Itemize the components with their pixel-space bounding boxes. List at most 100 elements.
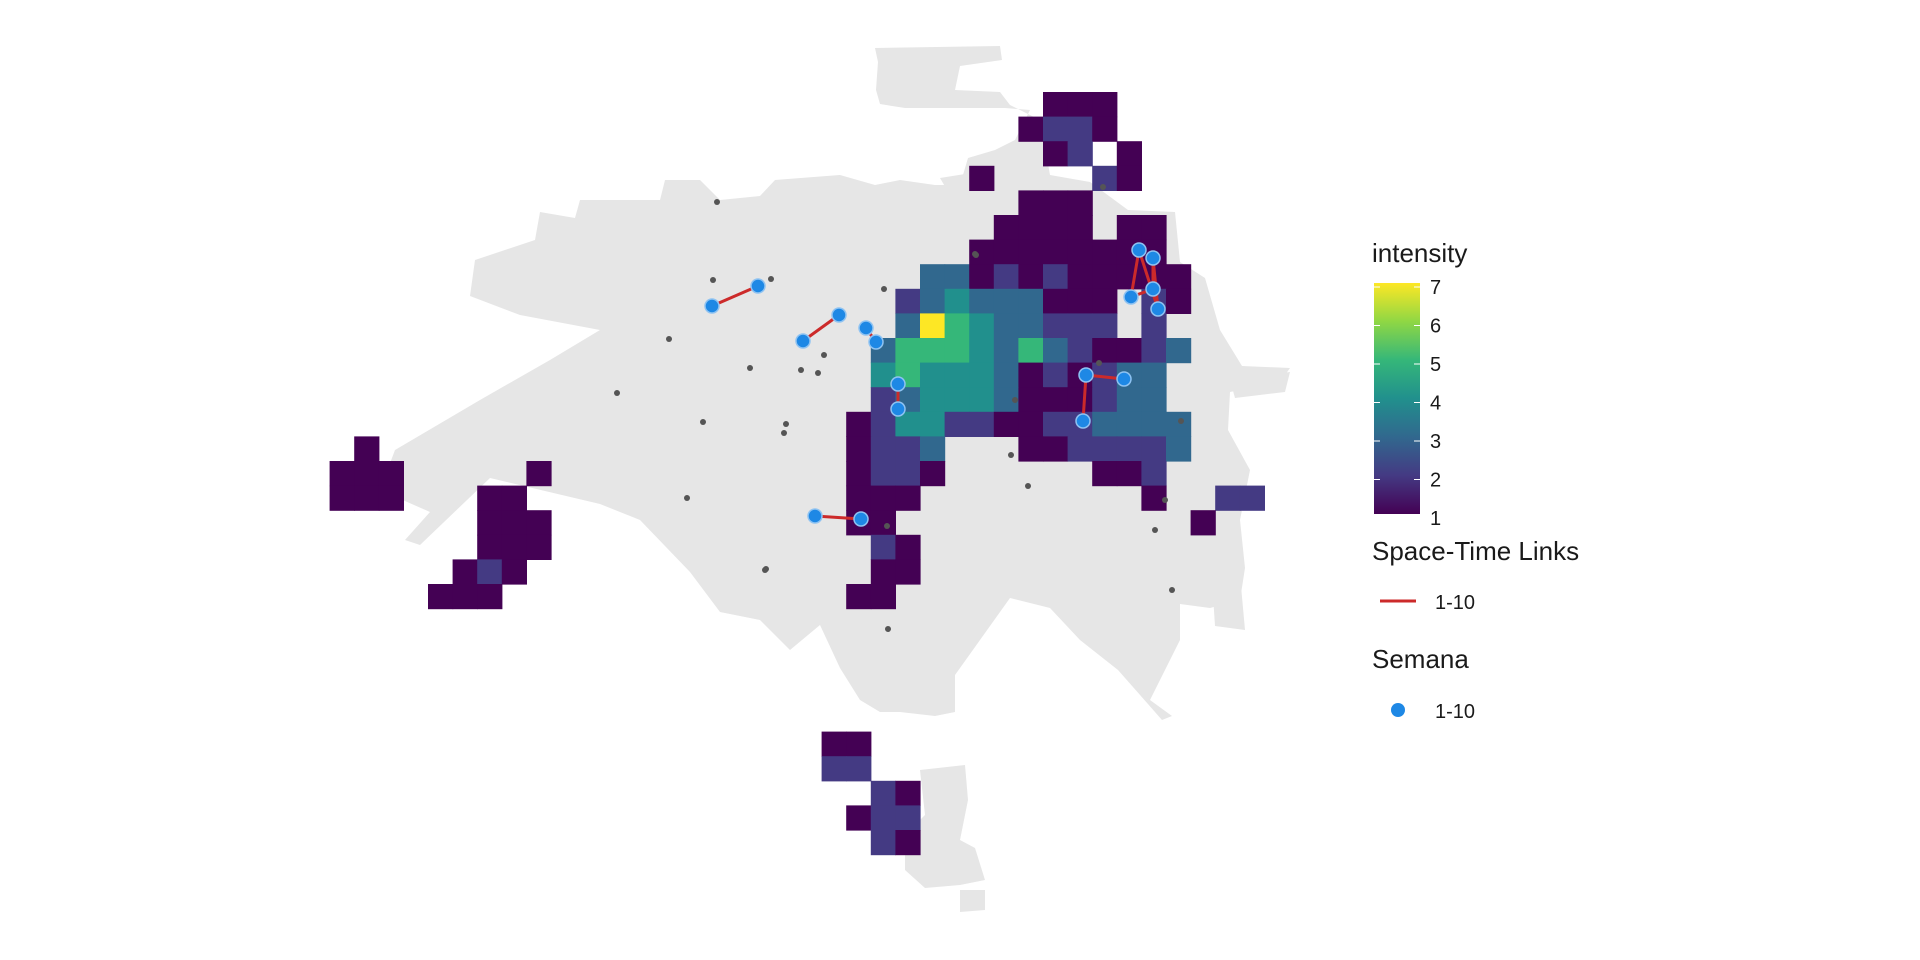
space-time-link — [711, 284, 759, 308]
intensity-cell — [1116, 165, 1142, 191]
event-dot — [710, 277, 716, 283]
intensity-cell — [1141, 411, 1167, 437]
week-point — [1150, 301, 1166, 317]
intensity-cell — [993, 264, 1019, 290]
event-dot — [1100, 184, 1106, 190]
intensity-cell — [895, 830, 921, 856]
intensity-cell — [1092, 387, 1118, 413]
intensity-cell — [1018, 338, 1044, 364]
intensity-cell — [969, 387, 995, 413]
intensity-cell — [1141, 215, 1167, 241]
intensity-cell — [1116, 436, 1142, 462]
intensity-cell — [1166, 338, 1192, 364]
intensity-cell — [501, 534, 527, 560]
week-point — [890, 376, 906, 392]
intensity-cell — [1043, 338, 1069, 364]
intensity-cell — [477, 510, 503, 536]
intensity-cell — [1043, 116, 1069, 142]
event-dot — [714, 199, 720, 205]
intensity-cell — [1018, 215, 1044, 241]
event-dot — [762, 567, 768, 573]
intensity-cell — [428, 584, 454, 610]
intensity-cell — [1043, 190, 1069, 216]
event-dot — [1169, 587, 1175, 593]
weekly-points — [704, 242, 1166, 527]
intensity-cell — [1239, 485, 1265, 511]
intensity-cell — [1067, 264, 1093, 290]
intensity-cell — [1141, 436, 1167, 462]
intensity-cell — [1067, 190, 1093, 216]
intensity-cell — [944, 362, 970, 388]
intensity-cell — [1166, 264, 1192, 290]
intensity-cell — [1043, 141, 1069, 167]
land-area — [1212, 575, 1245, 630]
intensity-cell — [526, 461, 552, 487]
intensity-cell — [846, 756, 872, 782]
intensity-cell — [1141, 313, 1167, 339]
intensity-cell — [870, 510, 896, 536]
intensity-cell — [354, 485, 380, 511]
event-dot — [614, 390, 620, 396]
intensity-cell — [920, 362, 946, 388]
intensity-cell — [501, 485, 527, 511]
points-legend-label: 1-10 — [1435, 701, 1475, 723]
week-point — [853, 511, 869, 527]
intensity-cell — [944, 288, 970, 314]
intensity-cell — [1043, 362, 1069, 388]
event-dot — [1096, 360, 1102, 366]
intensity-cell — [501, 559, 527, 585]
intensity-cell — [821, 731, 847, 757]
intensity-cell — [993, 338, 1019, 364]
week-point — [704, 298, 720, 314]
land-area — [1230, 372, 1290, 398]
intensity-cell — [895, 288, 921, 314]
intensity-cell — [1141, 485, 1167, 511]
colorbar-ticks: 7 6 5 4 3 2 1 — [1374, 277, 1441, 530]
intensity-cell — [895, 338, 921, 364]
intensity-cell — [477, 485, 503, 511]
intensity-cell — [1141, 387, 1167, 413]
intensity-cell — [920, 461, 946, 487]
intensity-cell — [1067, 116, 1093, 142]
intensity-cell — [526, 534, 552, 560]
colorbar-tick-label: 7 — [1430, 277, 1441, 299]
intensity-legend-title: intensity — [1372, 238, 1467, 268]
week-point — [807, 508, 823, 524]
intensity-cell — [1043, 239, 1069, 265]
week-point — [750, 278, 766, 294]
intensity-cell — [1116, 338, 1142, 364]
colorbar-tick-label: 4 — [1430, 393, 1441, 415]
intensity-cell — [895, 534, 921, 560]
intensity-cell — [1141, 362, 1167, 388]
intensity-cell — [1067, 436, 1093, 462]
intensity-cell — [354, 436, 380, 462]
intensity-cell — [944, 387, 970, 413]
intensity-cell — [846, 805, 872, 831]
intensity-cell — [1067, 141, 1093, 167]
intensity-cell — [1141, 338, 1167, 364]
intensity-cell — [1116, 215, 1142, 241]
intensity-cell — [1018, 116, 1044, 142]
intensity-cell — [895, 461, 921, 487]
colorbar-tick-label: 3 — [1430, 431, 1441, 453]
event-dot — [1012, 397, 1018, 403]
intensity-cell — [944, 313, 970, 339]
intensity-cell — [870, 805, 896, 831]
intensity-cell — [1067, 215, 1093, 241]
intensity-cell — [821, 756, 847, 782]
intensity-cell — [969, 338, 995, 364]
intensity-cell — [969, 362, 995, 388]
intensity-cell — [870, 780, 896, 806]
intensity-cell — [993, 313, 1019, 339]
event-dot — [815, 370, 821, 376]
event-dot — [885, 626, 891, 632]
intensity-cell — [1092, 92, 1118, 118]
intensity-cell — [1043, 215, 1069, 241]
event-dot — [684, 495, 690, 501]
intensity-cell — [1116, 141, 1142, 167]
intensity-cell — [1018, 362, 1044, 388]
intensity-cell — [1215, 485, 1241, 511]
intensity-cell — [895, 436, 921, 462]
colorbar-tick-label: 6 — [1430, 316, 1441, 338]
